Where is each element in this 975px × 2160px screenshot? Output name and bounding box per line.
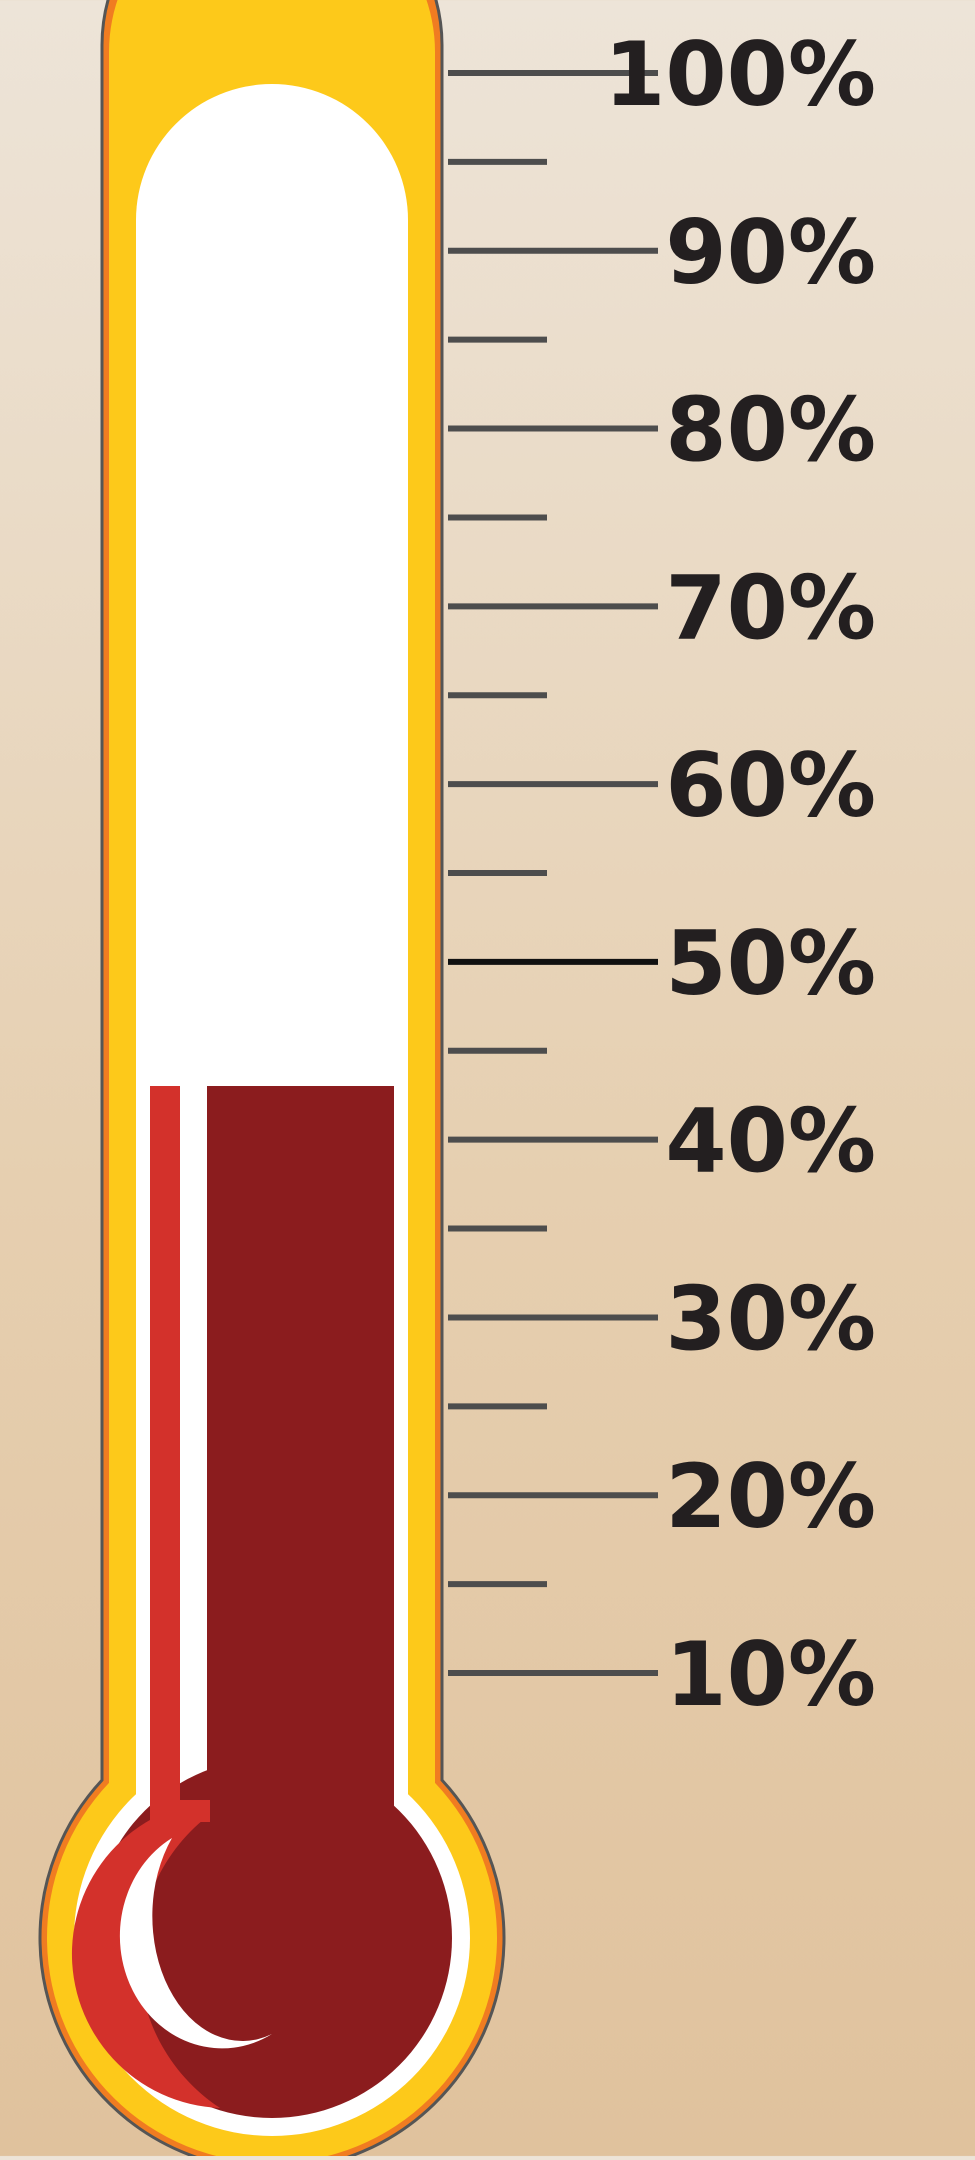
tick-label-30: 30% xyxy=(665,1267,876,1370)
bulb-glint xyxy=(119,1838,272,2049)
scale-ticks xyxy=(448,70,658,1676)
tick-label-50: 50% xyxy=(665,912,876,1015)
tick-label-10: 10% xyxy=(665,1623,876,1726)
mercury-fill xyxy=(71,1086,452,2118)
tick-label-20: 20% xyxy=(665,1445,876,1548)
tick-label-40: 40% xyxy=(665,1090,876,1193)
tick-label-60: 60% xyxy=(665,734,876,837)
tick-label-100: 100% xyxy=(604,23,876,126)
scale-labels: 10% 20% 30% 40% 50% 60% 70% 80% 90% 100% xyxy=(604,23,876,1726)
bulb-highlight xyxy=(71,1799,232,2108)
tick-label-70: 70% xyxy=(665,556,876,659)
tick-label-80: 80% xyxy=(665,379,876,482)
mercury-highlight-strip xyxy=(150,1086,180,1808)
mercury-column xyxy=(207,1086,394,1900)
mercury-highlight-foot xyxy=(150,1800,210,1822)
tick-label-90: 90% xyxy=(665,201,876,304)
